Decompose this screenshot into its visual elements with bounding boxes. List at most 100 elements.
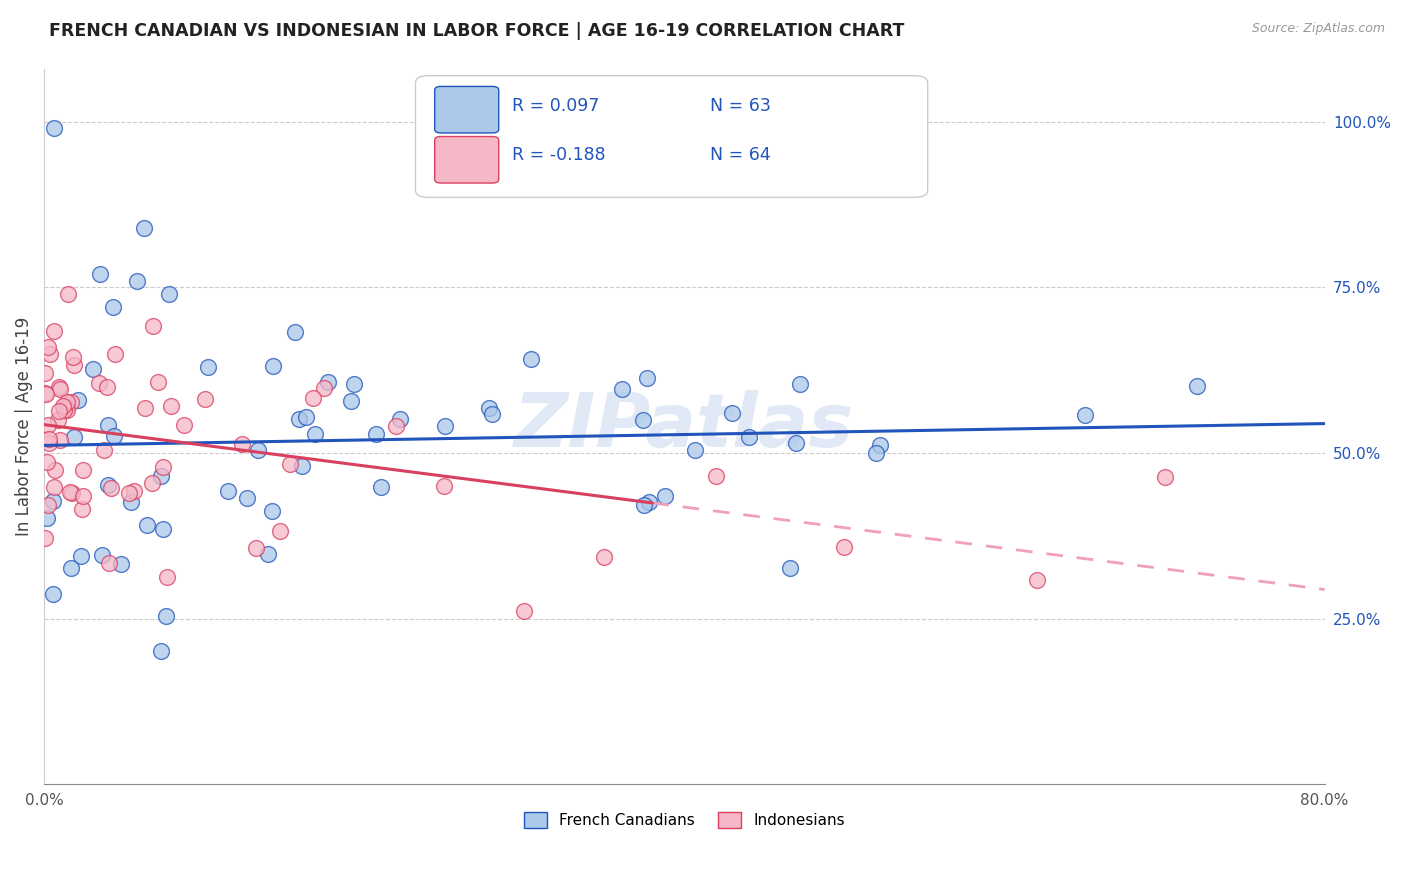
- Point: [42, 587, 65, 601]
- Point: [72, 489, 94, 503]
- Point: [263, 359, 285, 374]
- Point: [654, 489, 676, 503]
- Text: Source: ZipAtlas.com: Source: ZipAtlas.com: [1251, 22, 1385, 36]
- Point: [260, 503, 283, 517]
- Point: [194, 392, 217, 407]
- Point: [67, 392, 90, 407]
- Point: [433, 479, 456, 493]
- Point: [433, 419, 456, 434]
- Point: [62, 430, 84, 444]
- Point: [593, 550, 616, 565]
- Point: [157, 286, 180, 301]
- Point: [280, 457, 302, 471]
- Point: [56, 395, 79, 409]
- Point: [96, 380, 118, 394]
- Point: [246, 442, 269, 457]
- Point: [34, 531, 56, 545]
- Point: [93, 443, 115, 458]
- Point: [636, 371, 658, 385]
- Point: [245, 541, 267, 555]
- Point: [58, 286, 80, 301]
- Point: [42, 121, 65, 136]
- Point: [52, 399, 75, 413]
- Point: [316, 376, 339, 390]
- Y-axis label: In Labor Force | Age 16-19: In Labor Force | Age 16-19: [15, 317, 32, 536]
- Point: [152, 523, 174, 537]
- Point: [35, 455, 58, 469]
- Point: [343, 377, 366, 392]
- Point: [149, 468, 172, 483]
- Point: [304, 427, 326, 442]
- Point: [294, 409, 316, 424]
- Point: [513, 604, 536, 618]
- Point: [38, 432, 60, 446]
- Point: [865, 445, 887, 459]
- Point: [100, 481, 122, 495]
- Point: [72, 463, 94, 477]
- Point: [385, 419, 408, 434]
- Point: [638, 495, 661, 509]
- Point: [197, 359, 219, 374]
- Point: [44, 324, 66, 338]
- Point: [779, 561, 801, 575]
- FancyBboxPatch shape: [415, 76, 928, 197]
- Point: [118, 485, 141, 500]
- Point: [269, 524, 291, 538]
- Point: [91, 549, 114, 563]
- Point: [89, 376, 111, 390]
- Point: [173, 417, 195, 432]
- Point: [48, 403, 70, 417]
- Point: [789, 376, 811, 391]
- Point: [288, 411, 311, 425]
- Point: [46, 413, 69, 427]
- Point: [101, 300, 124, 314]
- Point: [1185, 379, 1208, 393]
- Point: [103, 429, 125, 443]
- Point: [160, 399, 183, 413]
- FancyBboxPatch shape: [434, 87, 499, 133]
- Point: [146, 375, 169, 389]
- Text: R = -0.188: R = -0.188: [512, 145, 605, 164]
- Point: [633, 498, 655, 512]
- Point: [53, 403, 76, 417]
- Point: [721, 406, 744, 420]
- Point: [104, 347, 127, 361]
- Point: [257, 547, 280, 561]
- Point: [44, 480, 66, 494]
- Point: [89, 267, 111, 281]
- Point: [706, 469, 728, 483]
- Point: [125, 274, 148, 288]
- Point: [236, 491, 259, 505]
- Point: [41, 493, 63, 508]
- Point: [340, 394, 363, 409]
- Point: [120, 495, 142, 509]
- Text: N = 64: N = 64: [710, 145, 770, 164]
- Point: [370, 480, 392, 494]
- Point: [1025, 573, 1047, 587]
- Point: [302, 391, 325, 405]
- Point: [134, 401, 156, 416]
- Point: [231, 436, 253, 450]
- Point: [141, 476, 163, 491]
- Point: [56, 403, 79, 417]
- Point: [155, 609, 177, 624]
- Point: [60, 394, 83, 409]
- Point: [149, 644, 172, 658]
- Point: [389, 411, 412, 425]
- Point: [38, 436, 60, 450]
- Point: [136, 517, 159, 532]
- Point: [48, 379, 70, 393]
- Point: [34, 367, 56, 381]
- Text: FRENCH CANADIAN VS INDONESIAN IN LABOR FORCE | AGE 16-19 CORRELATION CHART: FRENCH CANADIAN VS INDONESIAN IN LABOR F…: [49, 22, 904, 40]
- Point: [785, 436, 807, 450]
- Point: [44, 463, 66, 477]
- Point: [70, 502, 93, 516]
- Point: [37, 340, 59, 354]
- Point: [685, 442, 707, 457]
- Point: [70, 549, 93, 563]
- Point: [48, 382, 70, 396]
- Point: [122, 484, 145, 499]
- Point: [520, 352, 543, 367]
- Point: [610, 382, 633, 396]
- Text: N = 63: N = 63: [710, 97, 770, 115]
